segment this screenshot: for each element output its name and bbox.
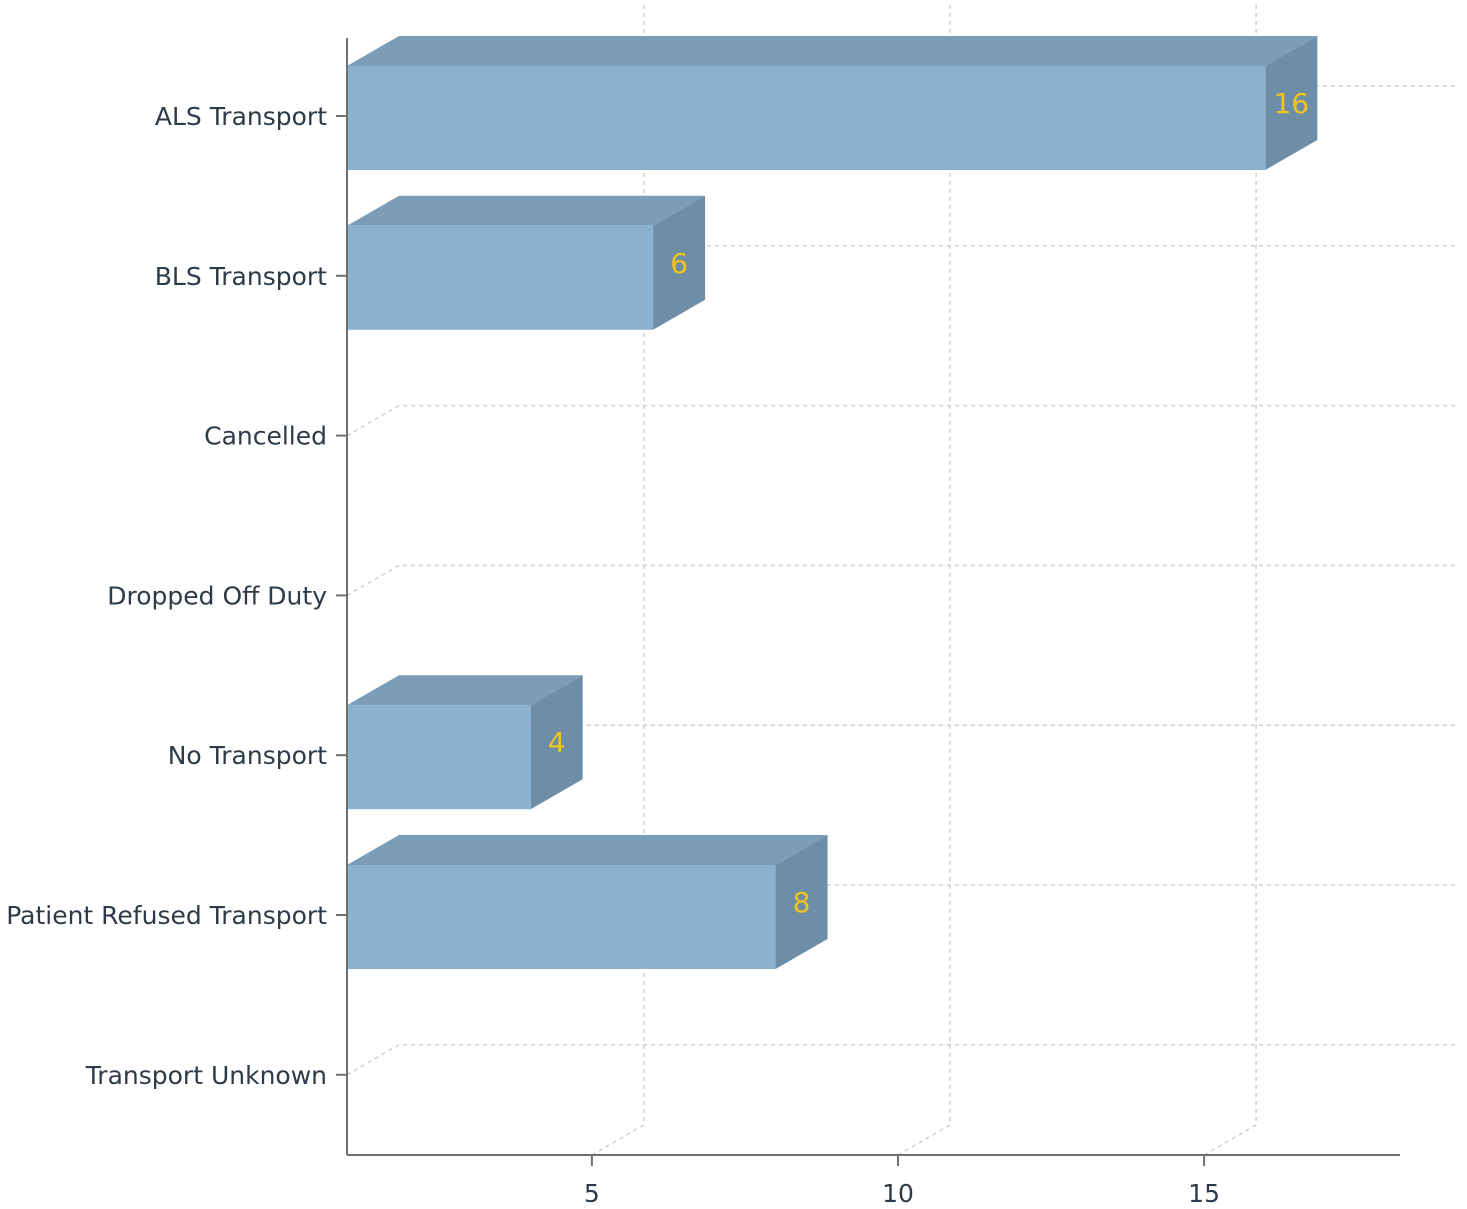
data-label: 4 — [548, 726, 566, 759]
x-tick-label: 10 — [882, 1179, 914, 1208]
y-tick-label: Patient Refused Transport — [6, 901, 327, 930]
x-gridline — [591, 4, 645, 1156]
y-gridline — [346, 1044, 1455, 1076]
bar — [347, 705, 531, 810]
bar — [347, 66, 1266, 170]
data-label: 6 — [670, 247, 688, 280]
bar-top — [347, 195, 706, 226]
x-tick-label: 5 — [584, 1179, 600, 1208]
y-tick-label: No Transport — [168, 741, 327, 770]
axes — [336, 38, 1400, 1166]
bar-side — [530, 675, 583, 810]
y-tick-label: Cancelled — [204, 422, 327, 451]
y-gridline — [346, 564, 1455, 597]
bars — [347, 36, 1318, 969]
y-tick-label: Dropped Off Duty — [107, 581, 327, 610]
bar-side — [1265, 36, 1318, 170]
x-gridline — [897, 4, 951, 1156]
x-tick-label: 15 — [1188, 1179, 1220, 1208]
data-label: 8 — [793, 886, 811, 919]
data-label: 16 — [1273, 87, 1309, 120]
bar-side — [775, 835, 828, 969]
bar-top — [347, 835, 828, 865]
bar-top — [347, 675, 583, 706]
bar-side — [653, 195, 706, 330]
labels: 16 6 4 8 ALS Transport BLS Transport Cancelled… — [6, 87, 1309, 1208]
bar — [347, 865, 776, 969]
y-tick-label: Transport Unknown — [85, 1061, 327, 1090]
gridlines — [346, 4, 1455, 1156]
y-tick-label: BLS Transport — [155, 262, 327, 291]
x-gridline — [1203, 4, 1257, 1156]
bar-top — [347, 36, 1318, 66]
bar — [347, 225, 654, 330]
y-gridline — [346, 404, 1455, 437]
y-tick-label: ALS Transport — [155, 102, 327, 131]
